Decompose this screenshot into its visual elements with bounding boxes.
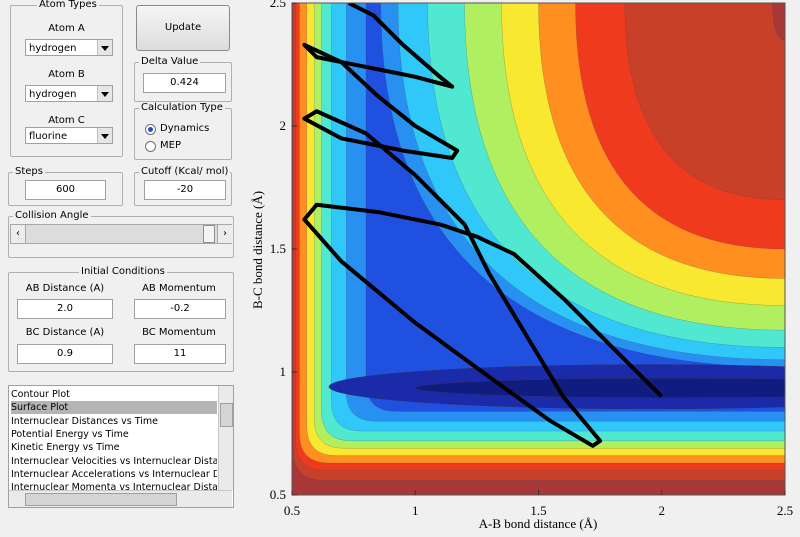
x-tick-label: 0.5 <box>284 503 300 518</box>
slider-left-arrow[interactable]: ‹ <box>11 225 26 243</box>
dropdown[interactable]: fluorine <box>25 127 113 144</box>
x-tick-label: 1 <box>412 503 419 518</box>
text-field[interactable]: 600 <box>25 180 106 200</box>
dropdown[interactable]: hydrogen <box>25 39 113 56</box>
contour-background <box>292 3 785 495</box>
y-tick-label: 2.5 <box>270 0 286 10</box>
dropdown-arrow[interactable] <box>97 86 112 101</box>
list-item[interactable]: Surface Plot <box>11 401 217 415</box>
scroll-thumb[interactable] <box>25 493 177 506</box>
atom-types-group: Atom Types Atom A hydrogen Atom B hydrog… <box>10 0 123 157</box>
steps-group: Steps 600 <box>8 166 123 206</box>
label: AB Distance (A) <box>25 283 105 294</box>
label: BC Distance (A) <box>25 327 105 338</box>
y-tick-label: 2 <box>280 118 287 133</box>
slider-right-arrow[interactable]: › <box>217 225 232 243</box>
list-item[interactable]: Kinetic Energy vs Time <box>11 442 120 454</box>
label: Atom B <box>48 69 85 80</box>
text-field[interactable]: 0.424 <box>143 73 226 93</box>
list-item[interactable]: Contour Plot <box>11 389 70 400</box>
collision-angle-group: Collision Angle ‹ › <box>8 210 234 258</box>
group-title: Delta Value <box>139 56 201 67</box>
dropdown-arrow[interactable] <box>97 128 112 143</box>
initial-conditions-group: Initial Conditions AB Distance (A) 2.0 A… <box>8 266 234 372</box>
radio-button[interactable]: Dynamics <box>145 123 209 135</box>
x-tick-label: 2 <box>659 503 666 518</box>
text-field[interactable]: 2.0 <box>17 299 113 319</box>
update-button[interactable]: Update <box>136 5 230 51</box>
text-field[interactable]: 11 <box>134 344 226 364</box>
label: AB Momentum <box>142 283 216 294</box>
label: Atom A <box>48 23 85 34</box>
dropdown-arrow[interactable] <box>97 40 112 55</box>
group-title: Steps <box>13 166 45 177</box>
dropdown[interactable]: hydrogen <box>25 85 113 102</box>
vertical-scrollbar[interactable] <box>218 386 233 490</box>
list-item[interactable]: Potential Energy vs Time <box>11 428 129 440</box>
list-item[interactable]: Internuclear Velocities vs Internuclear … <box>11 455 217 467</box>
cutoff-group: Cutoff (Kcal/ mol) -20 <box>134 166 232 206</box>
dropdown-value: hydrogen <box>29 43 77 54</box>
y-axis-label: B-C bond distance (Å) <box>250 191 265 309</box>
list-item[interactable]: Internuclear Momenta vs Internuclear Dis… <box>11 482 217 494</box>
group-title: Atom Types <box>37 0 99 10</box>
group-title: Initial Conditions <box>79 266 167 277</box>
text-field[interactable]: -0.2 <box>134 299 226 319</box>
delta-value-group: Delta Value 0.424 <box>134 56 232 102</box>
text-field[interactable]: 0.9 <box>17 344 113 364</box>
dropdown-value: hydrogen <box>29 89 77 100</box>
slider[interactable]: ‹ › <box>10 224 232 244</box>
y-tick-label: 1.5 <box>270 241 286 256</box>
dropdown-value: fluorine <box>29 131 68 142</box>
radio-button[interactable]: MEP <box>145 140 181 152</box>
list-item[interactable]: Internuclear Distances vs Time <box>11 415 158 427</box>
group-title: Calculation Type <box>139 102 225 113</box>
label: Atom C <box>48 115 85 126</box>
contour-band <box>415 377 785 399</box>
group-title: Cutoff (Kcal/ mol) <box>139 166 231 177</box>
text-field[interactable]: -20 <box>144 180 226 200</box>
trajectory-line <box>302 3 664 448</box>
contour-band <box>365 3 785 412</box>
calculation-type-group: Calculation Type Dynamics MEP <box>134 102 232 160</box>
y-tick-label: 1 <box>280 364 287 379</box>
scroll-thumb[interactable] <box>220 403 233 427</box>
x-tick-label: 1.5 <box>530 503 546 518</box>
horizontal-scrollbar[interactable] <box>9 490 232 507</box>
label: BC Momentum <box>142 327 216 338</box>
x-tick-label: 2.5 <box>777 503 793 518</box>
group-title: Collision Angle <box>13 210 91 221</box>
y-tick-label: 0.5 <box>270 487 286 502</box>
slider-thumb[interactable] <box>203 225 215 243</box>
list-item[interactable]: Internuclear Accelerations vs Internucle… <box>11 468 217 480</box>
x-axis-label: A-B bond distance (Å) <box>479 516 598 531</box>
plot-type-list[interactable]: Internuclear Momenta vs Internuclear Dis… <box>8 385 234 508</box>
